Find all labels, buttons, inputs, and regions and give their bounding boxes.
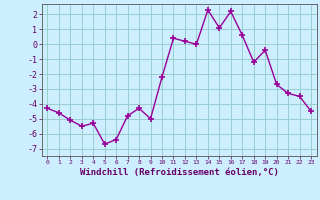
X-axis label: Windchill (Refroidissement éolien,°C): Windchill (Refroidissement éolien,°C) [80,168,279,177]
